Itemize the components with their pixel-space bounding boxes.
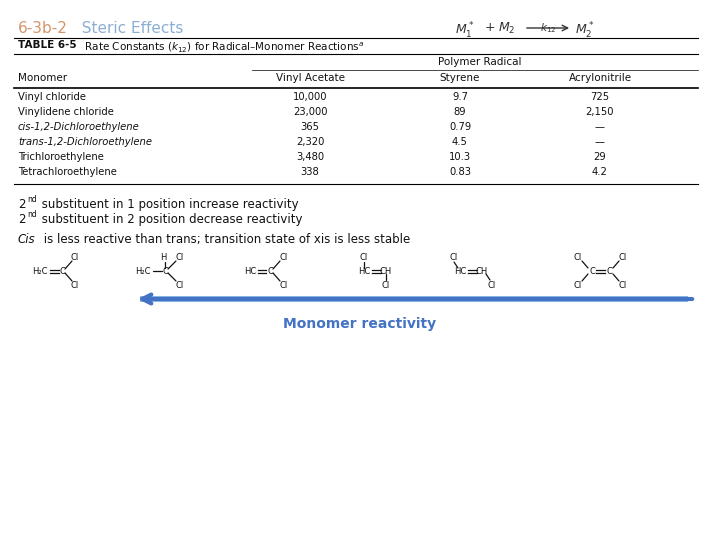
Text: Cl: Cl: [176, 280, 184, 289]
Text: 365: 365: [300, 122, 320, 132]
Text: Cl: Cl: [280, 280, 288, 289]
Text: C: C: [162, 267, 168, 275]
Text: CH: CH: [380, 267, 392, 275]
Text: H₂C: H₂C: [135, 267, 150, 275]
Text: 3,480: 3,480: [296, 152, 324, 162]
Text: Cis: Cis: [18, 233, 35, 246]
Text: 2: 2: [18, 213, 25, 226]
Text: nd: nd: [27, 210, 37, 219]
Text: 2,150: 2,150: [586, 107, 614, 117]
Text: C: C: [606, 267, 612, 275]
Text: 0.83: 0.83: [449, 167, 471, 177]
Text: H₂C: H₂C: [32, 267, 48, 275]
Text: 23,000: 23,000: [293, 107, 328, 117]
Text: 4.2: 4.2: [592, 167, 608, 177]
Text: C: C: [267, 267, 273, 275]
Text: Vinyl Acetate: Vinyl Acetate: [276, 73, 344, 83]
Text: 4.5: 4.5: [452, 137, 468, 147]
Text: Cl: Cl: [488, 280, 496, 289]
Text: Cl: Cl: [280, 253, 288, 261]
Text: Steric Effects: Steric Effects: [72, 21, 184, 36]
Text: Polymer Radical: Polymer Radical: [438, 57, 522, 67]
Text: —: —: [595, 122, 605, 132]
Text: $\mathit{M}_2^*$: $\mathit{M}_2^*$: [575, 21, 595, 41]
Text: Cl: Cl: [619, 253, 627, 261]
Text: is less reactive than trans; transition state of xis is less stable: is less reactive than trans; transition …: [40, 233, 410, 246]
Text: TABLE 6-5: TABLE 6-5: [18, 40, 76, 50]
Text: —: —: [595, 137, 605, 147]
Text: Cl: Cl: [574, 280, 582, 289]
Text: substituent in 1 position increase reactivity: substituent in 1 position increase react…: [38, 198, 299, 211]
Text: 29: 29: [593, 152, 606, 162]
Text: substituent in 2 position decrease reactivity: substituent in 2 position decrease react…: [38, 213, 302, 226]
Text: Styrene: Styrene: [440, 73, 480, 83]
Text: Cl: Cl: [176, 253, 184, 261]
Text: cis-1,2-Dichloroethylene: cis-1,2-Dichloroethylene: [18, 122, 140, 132]
Text: Acrylonitrile: Acrylonitrile: [568, 73, 631, 83]
Text: H: H: [160, 253, 166, 261]
Text: 725: 725: [590, 92, 610, 102]
Text: 89: 89: [454, 107, 467, 117]
Text: Monomer: Monomer: [18, 73, 67, 83]
Text: C: C: [59, 267, 65, 275]
Text: Tetrachloroethylene: Tetrachloroethylene: [18, 167, 117, 177]
Text: 2: 2: [18, 198, 25, 211]
Text: Vinylidene chloride: Vinylidene chloride: [18, 107, 114, 117]
Text: 2,320: 2,320: [296, 137, 324, 147]
Text: $\mathit{M}_2$: $\mathit{M}_2$: [498, 21, 516, 36]
Text: Cl: Cl: [574, 253, 582, 261]
Text: $+$: $+$: [484, 21, 495, 34]
Text: 10,000: 10,000: [293, 92, 328, 102]
Text: Monomer reactivity: Monomer reactivity: [284, 317, 436, 331]
Text: 338: 338: [301, 167, 320, 177]
Text: HC: HC: [244, 267, 256, 275]
Text: HC: HC: [454, 267, 466, 275]
Text: $\mathit{M}_1^*$: $\mathit{M}_1^*$: [455, 21, 474, 41]
Text: HC: HC: [358, 267, 370, 275]
Text: C: C: [589, 267, 595, 275]
Text: Trichloroethylene: Trichloroethylene: [18, 152, 104, 162]
Text: Rate Constants ($k_{12}$) for Radical–Monomer Reactions$^a$: Rate Constants ($k_{12}$) for Radical–Mo…: [78, 40, 364, 54]
Text: 9.7: 9.7: [452, 92, 468, 102]
Text: 10.3: 10.3: [449, 152, 471, 162]
Text: 6-3b-2: 6-3b-2: [18, 21, 68, 36]
Text: Cl: Cl: [71, 280, 79, 289]
Text: nd: nd: [27, 195, 37, 204]
Text: Cl: Cl: [450, 253, 458, 261]
Text: trans-1,2-Dichloroethylene: trans-1,2-Dichloroethylene: [18, 137, 152, 147]
Text: 0.79: 0.79: [449, 122, 471, 132]
Text: $k_{12}$: $k_{12}$: [540, 21, 557, 35]
Text: Cl: Cl: [619, 280, 627, 289]
Text: CH: CH: [476, 267, 488, 275]
Text: Cl: Cl: [71, 253, 79, 261]
Text: Cl: Cl: [382, 280, 390, 289]
Text: Vinyl chloride: Vinyl chloride: [18, 92, 86, 102]
Text: Cl: Cl: [360, 253, 368, 261]
